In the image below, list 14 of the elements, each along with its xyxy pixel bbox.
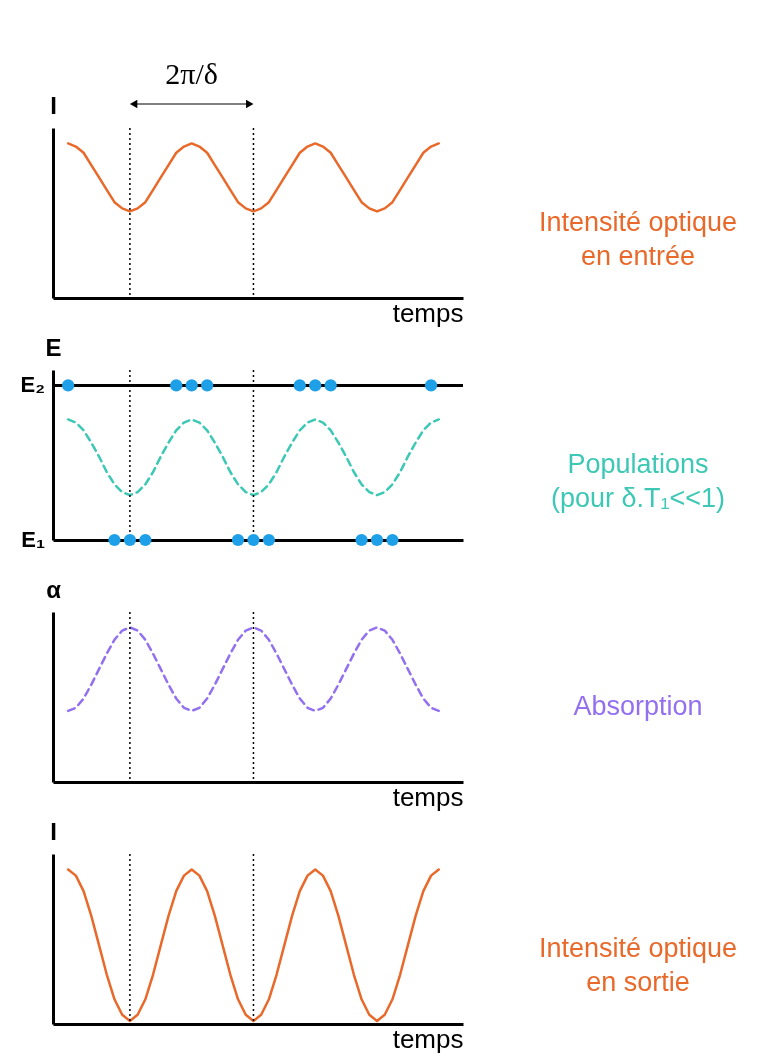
text: Intensité optique en entrée [538, 207, 738, 271]
y-axis-title: I [50, 91, 57, 119]
text: Populations (pour δ.T₁<<1) [550, 449, 726, 513]
x-axis-title: temps [392, 297, 464, 328]
text: Intensité optique en sortie [538, 933, 738, 997]
text: Absorption [573, 691, 703, 721]
y-axis-title: α [46, 575, 62, 603]
y-axis-title: I [50, 817, 57, 845]
text: 2π/δ [165, 57, 218, 90]
text: E₁ [21, 527, 45, 552]
ref-line-label: E₂ [20, 372, 45, 398]
y-axis-title: E [45, 333, 62, 361]
x-axis-title: temps [392, 1023, 464, 1054]
x-axis-title: temps [392, 781, 464, 812]
